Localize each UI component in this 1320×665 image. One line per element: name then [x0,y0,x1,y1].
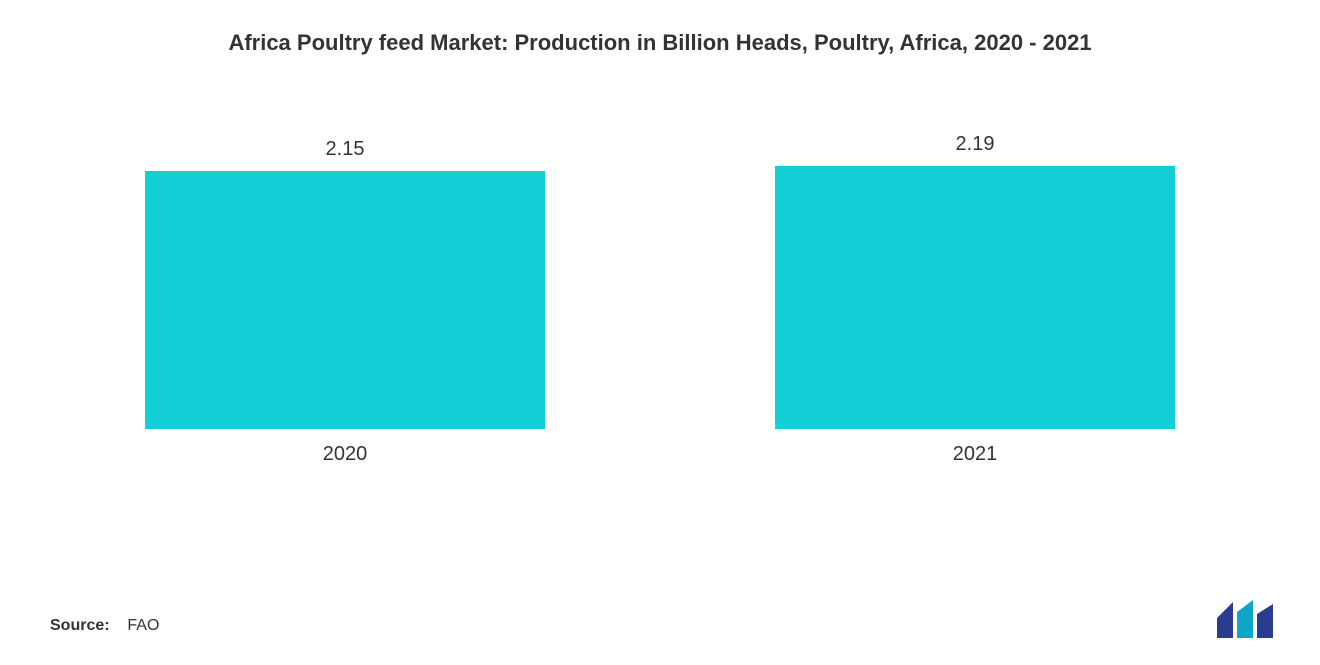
bar-value-label: 2.19 [956,133,995,156]
bar-value-label: 2.15 [326,138,365,161]
source-attribution: Source: FAO [50,617,159,635]
bar-2021 [775,166,1175,429]
bar-x-label: 2020 [323,443,368,466]
bar-group-2020: 2.15 2020 [145,138,545,466]
brand-logo-icon [1215,600,1275,640]
chart-title: Africa Poultry feed Market: Production i… [50,30,1270,56]
bar-2020 [145,171,545,429]
bar-group-2021: 2.19 2021 [775,133,1175,466]
source-label: Source: [50,617,110,634]
bar-x-label: 2021 [953,443,998,466]
chart-plot-area: 2.15 2020 2.19 2021 [50,136,1270,466]
chart-container: Africa Poultry feed Market: Production i… [0,0,1320,665]
source-value: FAO [127,617,159,634]
